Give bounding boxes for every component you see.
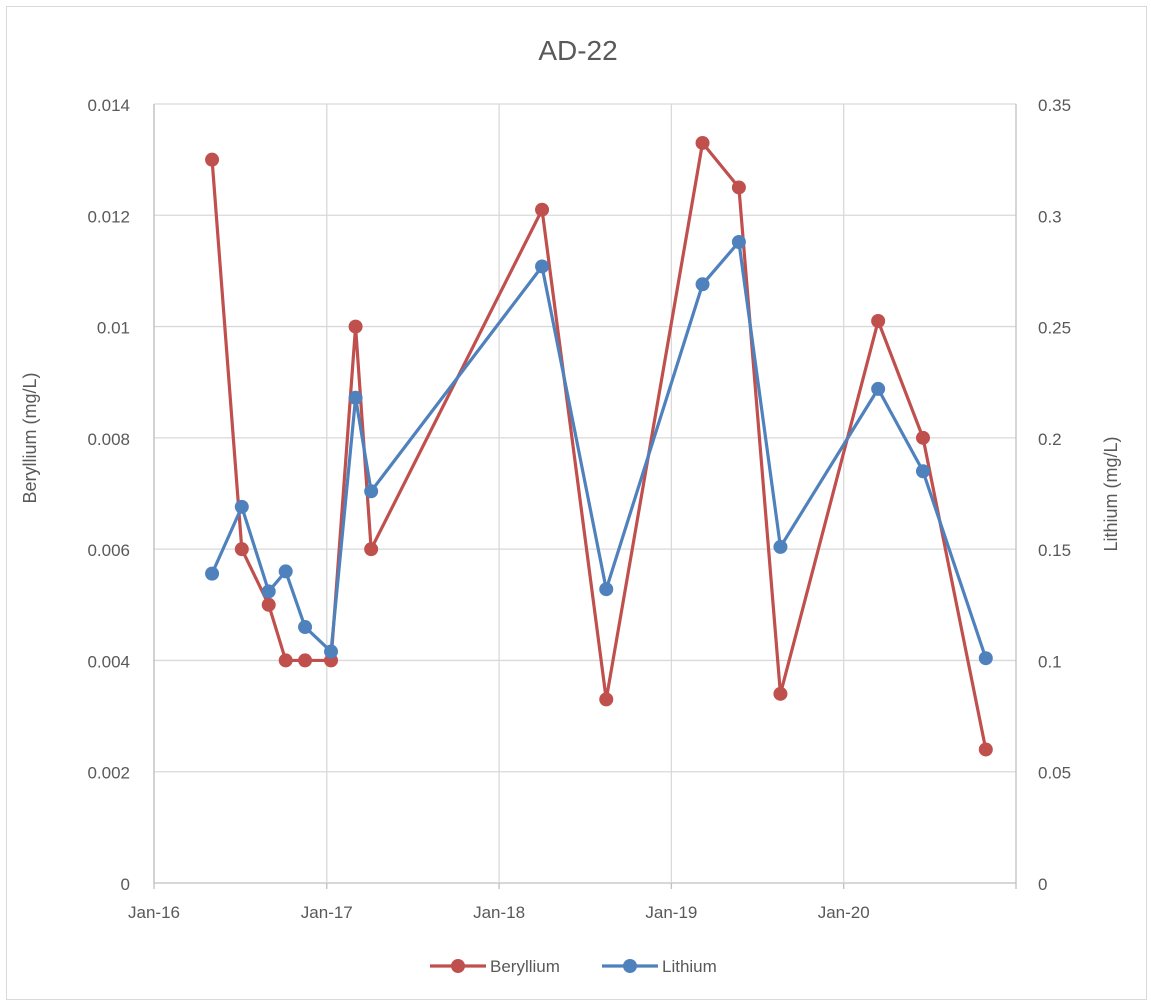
lithium-series — [205, 234, 993, 666]
lithium-point — [535, 259, 550, 274]
y2-tick-label: 0.2 — [1038, 430, 1062, 449]
lithium-line — [210, 240, 988, 659]
legend-marker-beryllium — [451, 959, 465, 973]
chart-title: AD-22 — [538, 35, 617, 66]
beryllium-point — [695, 135, 710, 150]
legend-marker-lithium — [623, 959, 637, 973]
y2-tick-label: 0 — [1038, 875, 1047, 894]
lithium-point — [298, 620, 313, 635]
beryllium-point — [298, 653, 313, 668]
lithium-point — [773, 539, 788, 554]
axes: 0 0.002 0.004 0.006 0.008 0.01 0.012 0.014 0 0.05… — [87, 96, 1071, 922]
x-tick-label: Jan-18 — [473, 903, 525, 922]
y-tick-label: 0.002 — [87, 764, 130, 783]
beryllium-point — [278, 653, 293, 668]
lithium-point — [916, 464, 931, 479]
y2-tick-label: 0.35 — [1038, 96, 1071, 115]
y-tick-label: 0.004 — [87, 652, 130, 671]
chart-area — [6, 6, 1147, 1000]
beryllium-series — [205, 135, 993, 757]
gridlines — [153, 103, 1016, 884]
lithium-point — [234, 499, 249, 514]
legend-label-lithium: Lithium — [662, 957, 717, 976]
y2-tick-label: 0.1 — [1038, 652, 1062, 671]
y2-tick-label: 0.05 — [1038, 764, 1071, 783]
y-tick-label: 0.014 — [87, 96, 130, 115]
beryllium-point — [773, 686, 788, 701]
y-tick-label: 0.008 — [87, 430, 130, 449]
legend-item-lithium: Lithium — [602, 957, 717, 976]
beryllium-point — [348, 319, 363, 334]
y2-tick-label: 0.25 — [1038, 319, 1071, 338]
beryllium-point — [978, 742, 993, 757]
lithium-point — [205, 566, 220, 581]
legend: Beryllium Lithium — [430, 957, 717, 976]
beryllium-point — [364, 542, 379, 557]
beryllium-point — [599, 692, 614, 707]
y-axis-label: Beryllium (mg/L) — [20, 372, 40, 503]
beryllium-point — [535, 202, 550, 217]
beryllium-point — [205, 152, 220, 167]
beryllium-point — [234, 542, 249, 557]
lithium-point — [695, 277, 710, 292]
lithium-point — [364, 484, 379, 499]
x-tick-label: Jan-19 — [645, 903, 697, 922]
lithium-point — [978, 651, 993, 666]
lithium-point — [324, 644, 339, 659]
lithium-point — [348, 390, 363, 405]
y-tick-label: 0.006 — [87, 541, 130, 560]
y2-axis-label: Lithium (mg/L) — [1101, 436, 1121, 551]
y-tick-label: 0 — [121, 875, 130, 894]
y-tick-label: 0.01 — [97, 319, 130, 338]
x-tick-label: Jan-17 — [301, 903, 353, 922]
y-tick-label: 0.012 — [87, 207, 130, 226]
series-layer — [205, 135, 993, 757]
lithium-point — [261, 584, 276, 599]
beryllium-point — [261, 597, 276, 612]
lithium-point — [599, 582, 614, 597]
legend-label-beryllium: Beryllium — [490, 957, 560, 976]
y2-tick-label: 0.3 — [1038, 207, 1062, 226]
beryllium-point — [916, 430, 931, 445]
x-tick-label: Jan-16 — [128, 903, 180, 922]
lithium-point — [871, 381, 886, 396]
y2-tick-label: 0.15 — [1038, 541, 1071, 560]
legend-item-beryllium: Beryllium — [430, 957, 560, 976]
beryllium-point — [871, 314, 886, 329]
lithium-point — [278, 564, 293, 579]
x-tick-label: Jan-20 — [818, 903, 870, 922]
lithium-point — [731, 234, 746, 249]
beryllium-point — [731, 180, 746, 195]
